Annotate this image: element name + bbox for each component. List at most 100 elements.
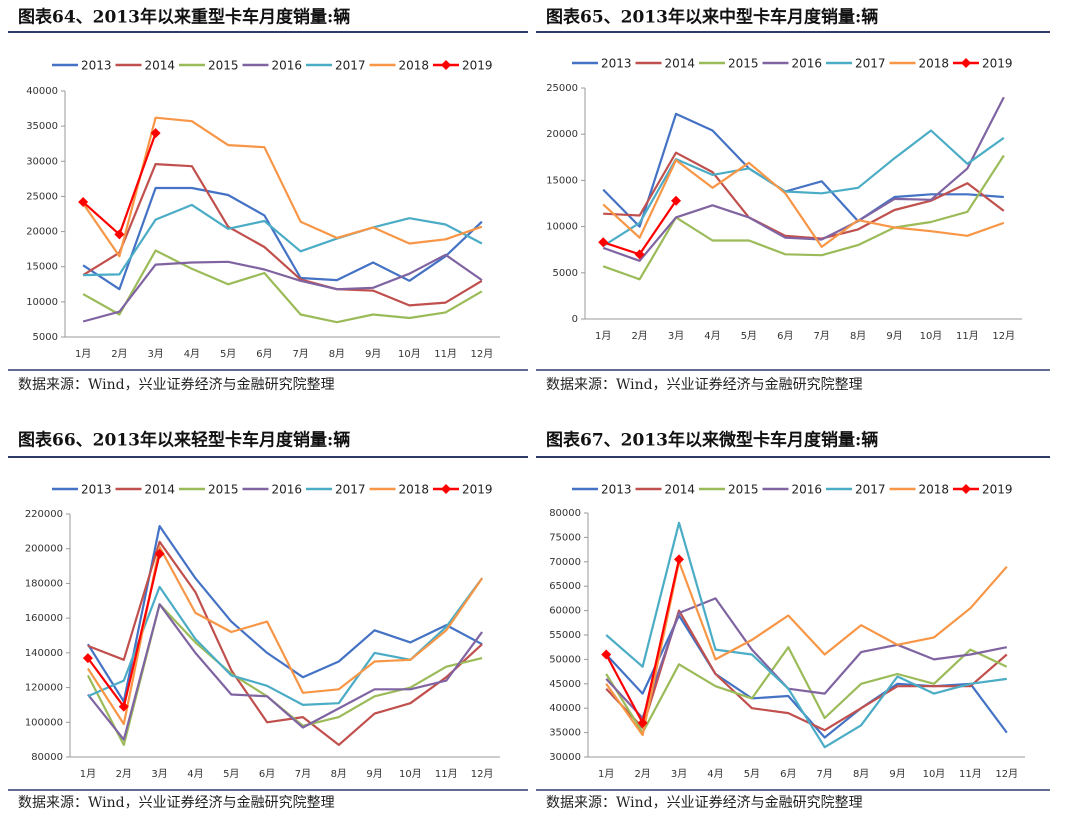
legend-label: 2018 (399, 483, 430, 497)
y-tick-label: 60000 (549, 606, 581, 617)
y-tick-label: 140000 (25, 648, 63, 659)
series-line (602, 154, 1005, 281)
series-line (86, 603, 483, 746)
x-tick-label: 12月 (992, 330, 1015, 342)
series-line (87, 540, 483, 746)
y-tick-label: 10000 (26, 297, 58, 308)
x-tick-label: 2月 (634, 768, 650, 780)
y-tick-label: 30000 (26, 156, 58, 167)
y-tick-label: 55000 (549, 630, 581, 641)
y-tick-label: 0 (572, 314, 578, 325)
x-tick-label: 7月 (292, 348, 308, 360)
x-tick-label: 6月 (777, 330, 793, 342)
source-note: 数据来源：Wind，兴业证券经济与金融研究院整理 (18, 377, 335, 393)
x-tick-label: 2月 (111, 348, 127, 360)
x-tick-label: 3月 (151, 768, 167, 780)
series-line (603, 151, 1005, 240)
x-tick-label: 7月 (817, 768, 833, 780)
x-tick-label: 12月 (995, 768, 1018, 780)
x-tick-label: 10月 (398, 348, 421, 360)
series-line (605, 597, 1008, 720)
legend-label: 2013 (81, 483, 112, 497)
y-tick-label: 45000 (549, 679, 581, 690)
y-tick-label: 50000 (549, 654, 581, 665)
x-tick-label: 8月 (850, 330, 866, 342)
x-tick-label: 10月 (920, 330, 943, 342)
y-tick-label: 100000 (25, 717, 63, 728)
x-tick-label: 5月 (744, 768, 760, 780)
y-tick-label: 40000 (549, 703, 581, 714)
y-tick-label: 80000 (31, 752, 63, 763)
series-line (82, 186, 483, 291)
legend-label: 2016 (792, 57, 823, 71)
x-tick-label: 8月 (329, 348, 345, 360)
chart-title: 图表64、2013年以来重型卡车月度销量:辆 (18, 7, 350, 28)
legend-label: 2013 (81, 59, 112, 73)
x-tick-label: 4月 (187, 768, 203, 780)
series-marker (637, 717, 648, 728)
series-marker (671, 195, 682, 206)
x-tick-label: 12月 (471, 768, 494, 780)
series-marker (674, 554, 685, 565)
x-tick-label: 10月 (923, 768, 946, 780)
legend-label: 2016 (272, 483, 303, 497)
legend-label: 2015 (208, 59, 239, 73)
series-marker (78, 197, 89, 208)
y-tick-label: 75000 (549, 532, 581, 543)
y-tick-label: 40000 (26, 86, 58, 97)
legend-label: 2018 (919, 57, 950, 71)
x-tick-label: 7月 (295, 768, 311, 780)
x-tick-label: 12月 (471, 348, 494, 360)
x-tick-label: 1月 (75, 348, 91, 360)
series-line (602, 159, 1005, 248)
y-tick-label: 180000 (25, 578, 63, 589)
y-tick-label: 35000 (549, 728, 581, 739)
legend-label: 2019 (982, 57, 1013, 71)
x-tick-label: 2月 (116, 768, 132, 780)
source-note: 数据来源：Wind，兴业证券经济与金融研究院整理 (546, 377, 863, 393)
y-tick-label: 25000 (26, 191, 58, 202)
legend-label: 2014 (665, 483, 696, 497)
x-tick-label: 9月 (366, 768, 382, 780)
series-marker (150, 128, 161, 139)
y-tick-label: 35000 (26, 121, 58, 132)
series-marker (118, 701, 129, 712)
legend-label: 2019 (982, 483, 1013, 497)
series-line (602, 129, 1005, 247)
legend-label: 2015 (728, 483, 759, 497)
series-line (82, 163, 483, 307)
x-tick-label: 4月 (704, 330, 720, 342)
y-tick-label: 120000 (25, 683, 63, 694)
x-tick-label: 1月 (598, 768, 614, 780)
y-tick-label: 25000 (546, 83, 578, 94)
legend-label: 2016 (792, 483, 823, 497)
legend-label: 2014 (145, 59, 176, 73)
x-tick-label: 9月 (365, 348, 381, 360)
series-line (86, 525, 483, 703)
legend-label: 2015 (208, 483, 239, 497)
legend-label: 2014 (665, 57, 696, 71)
legend-label: 2015 (728, 57, 759, 71)
x-tick-label: 11月 (434, 348, 457, 360)
legend-marker (961, 484, 971, 494)
x-tick-label: 3月 (671, 768, 687, 780)
y-tick-label: 70000 (549, 557, 581, 568)
x-tick-label: 6月 (780, 768, 796, 780)
y-tick-label: 15000 (26, 262, 58, 273)
legend-label: 2013 (601, 483, 632, 497)
y-tick-label: 220000 (25, 509, 63, 520)
series-line (83, 203, 483, 277)
series-marker (634, 249, 645, 260)
legend-label: 2018 (399, 59, 430, 73)
series-marker (154, 548, 165, 559)
series-line (605, 646, 1008, 734)
x-tick-label: 5月 (220, 348, 236, 360)
x-tick-label: 6月 (259, 768, 275, 780)
series-marker (82, 653, 93, 664)
legend-label: 2018 (919, 483, 950, 497)
legend-label: 2017 (855, 57, 886, 71)
legend-marker (961, 58, 971, 68)
chart-title: 图表65、2013年以来中型卡车月度销量:辆 (546, 7, 878, 28)
x-tick-label: 5月 (223, 768, 239, 780)
